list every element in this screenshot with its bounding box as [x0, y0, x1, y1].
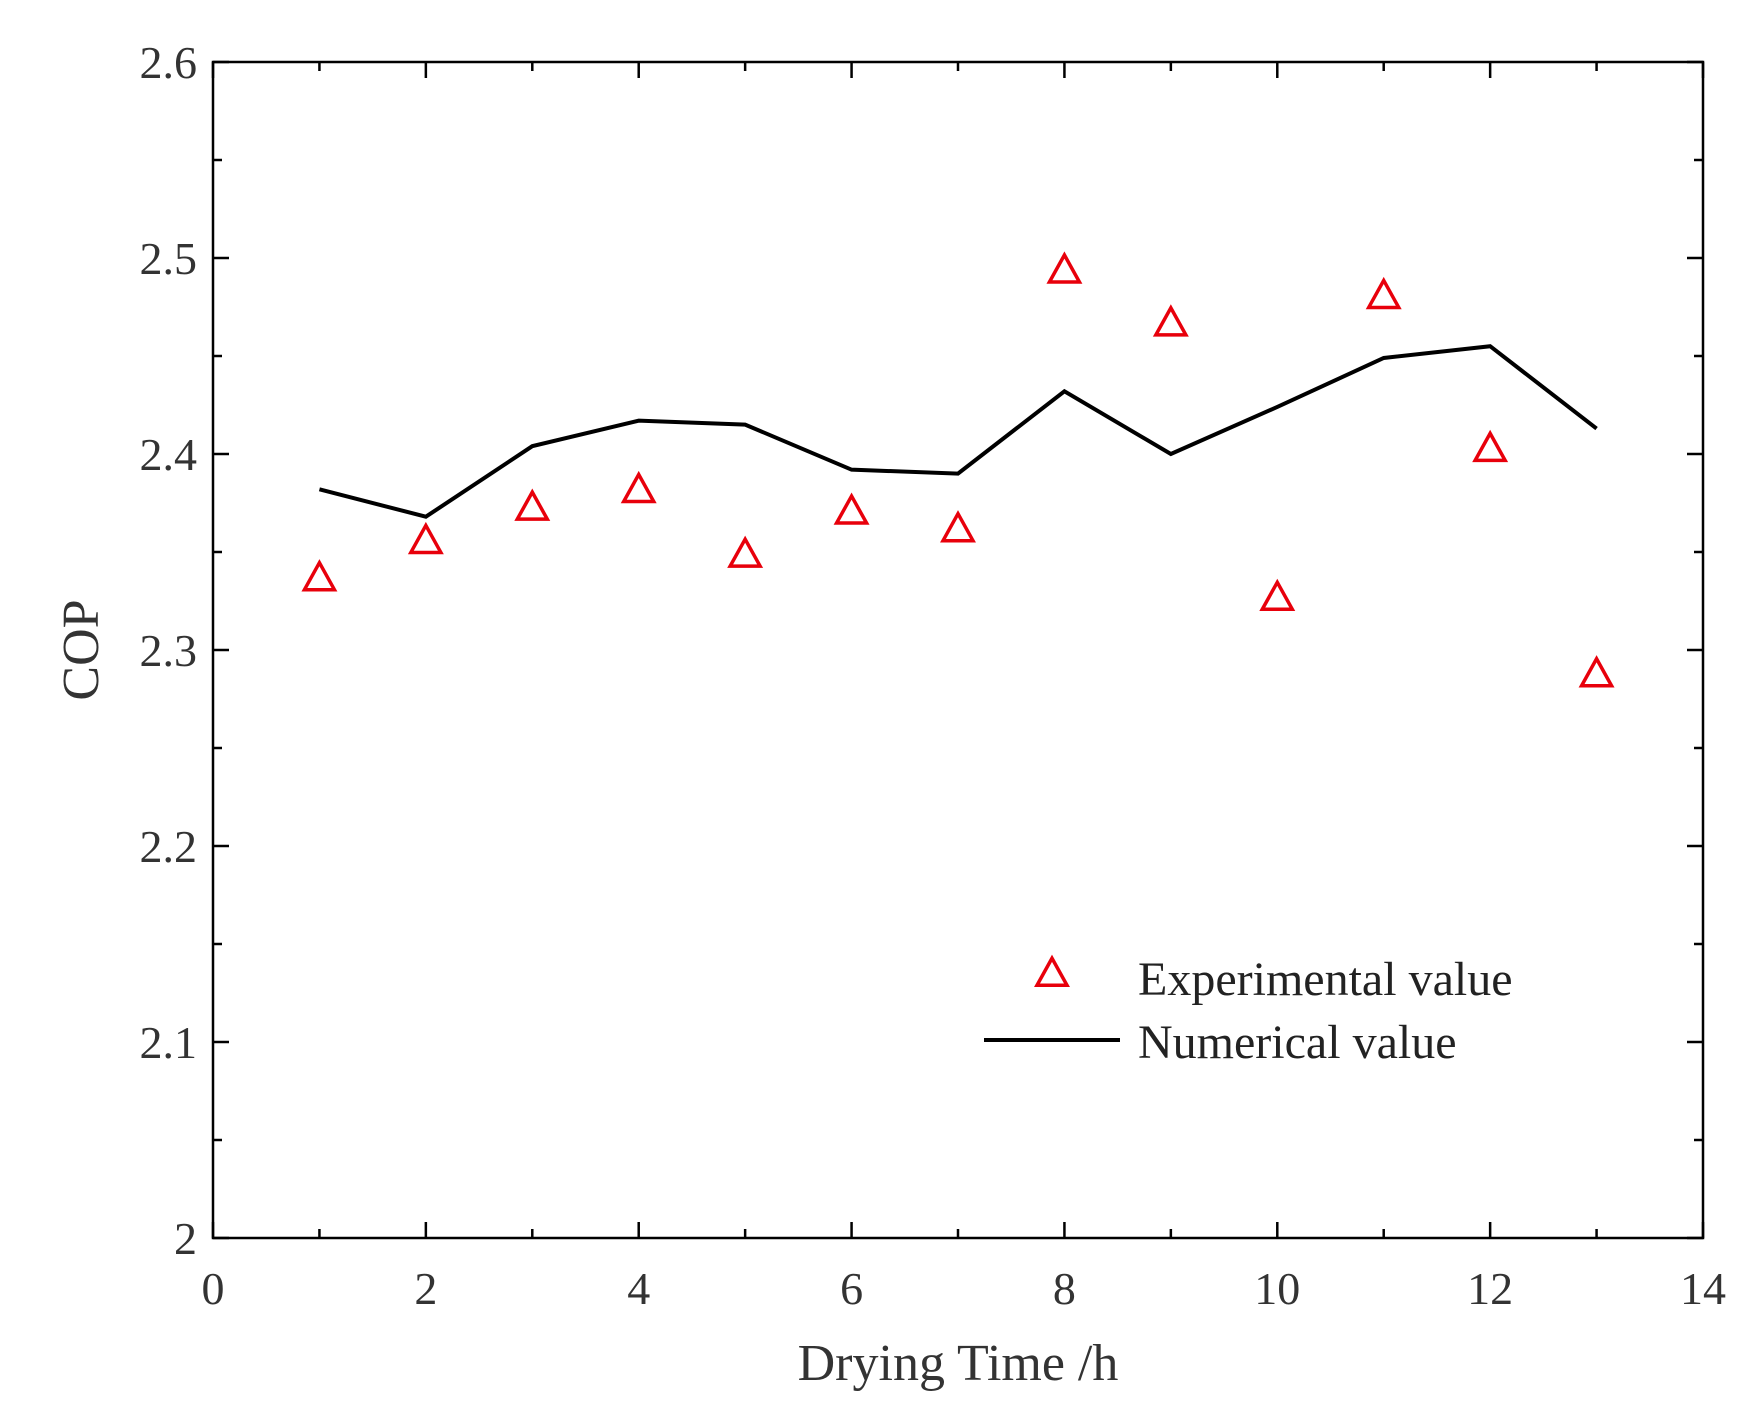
y-tick-label: 2.3 — [140, 625, 198, 676]
x-tick-label: 0 — [202, 1263, 225, 1314]
experimental-point — [940, 510, 976, 543]
y-tick-label: 2.1 — [140, 1017, 198, 1068]
x-axis-title: Drying Time /h — [798, 1335, 1119, 1392]
experimental-point — [1365, 276, 1402, 310]
axis-ticks — [211, 60, 1705, 1240]
x-tick-label: 12 — [1467, 1263, 1513, 1314]
y-tick-label: 2 — [174, 1213, 197, 1264]
experimental-point — [1472, 429, 1509, 463]
experimental-point — [514, 488, 551, 521]
legend-label-experimental: Experimental value — [1138, 953, 1513, 1006]
experimental-point — [1578, 655, 1615, 688]
numerical-series — [318, 344, 1598, 519]
experimental-point — [1259, 578, 1296, 612]
experimental-point — [620, 470, 657, 504]
legend-triangle — [1034, 954, 1070, 988]
x-tick-label: 2 — [414, 1263, 437, 1314]
experimental-point — [301, 559, 338, 592]
x-tick-label: 10 — [1254, 1263, 1300, 1314]
x-tick-label: 8 — [1053, 1263, 1076, 1314]
experimental-point — [1152, 304, 1189, 337]
plot-frame — [211, 60, 1705, 1240]
x-tick-label: 6 — [840, 1263, 863, 1314]
x-tick-label: 14 — [1680, 1263, 1726, 1314]
y-axis-title: COP — [53, 599, 110, 700]
legend-label-numerical: Numerical value — [1138, 1016, 1457, 1069]
x-tick-label: 4 — [627, 1263, 650, 1314]
y-tick-label: 2.2 — [140, 821, 198, 872]
experimental-point — [1046, 251, 1083, 284]
y-tick-label: 2.6 — [140, 37, 198, 88]
experimental-series — [301, 251, 1615, 688]
legend: Experimental value Numerical value — [984, 953, 1513, 1069]
y-tick-label: 2.5 — [140, 233, 198, 284]
experimental-point — [833, 492, 870, 525]
experimental-point — [407, 521, 444, 555]
legend-marker-experimental — [1034, 954, 1070, 988]
y-tick-label: 2.4 — [140, 429, 198, 480]
numerical-line — [318, 344, 1598, 519]
experimental-point — [727, 535, 764, 568]
